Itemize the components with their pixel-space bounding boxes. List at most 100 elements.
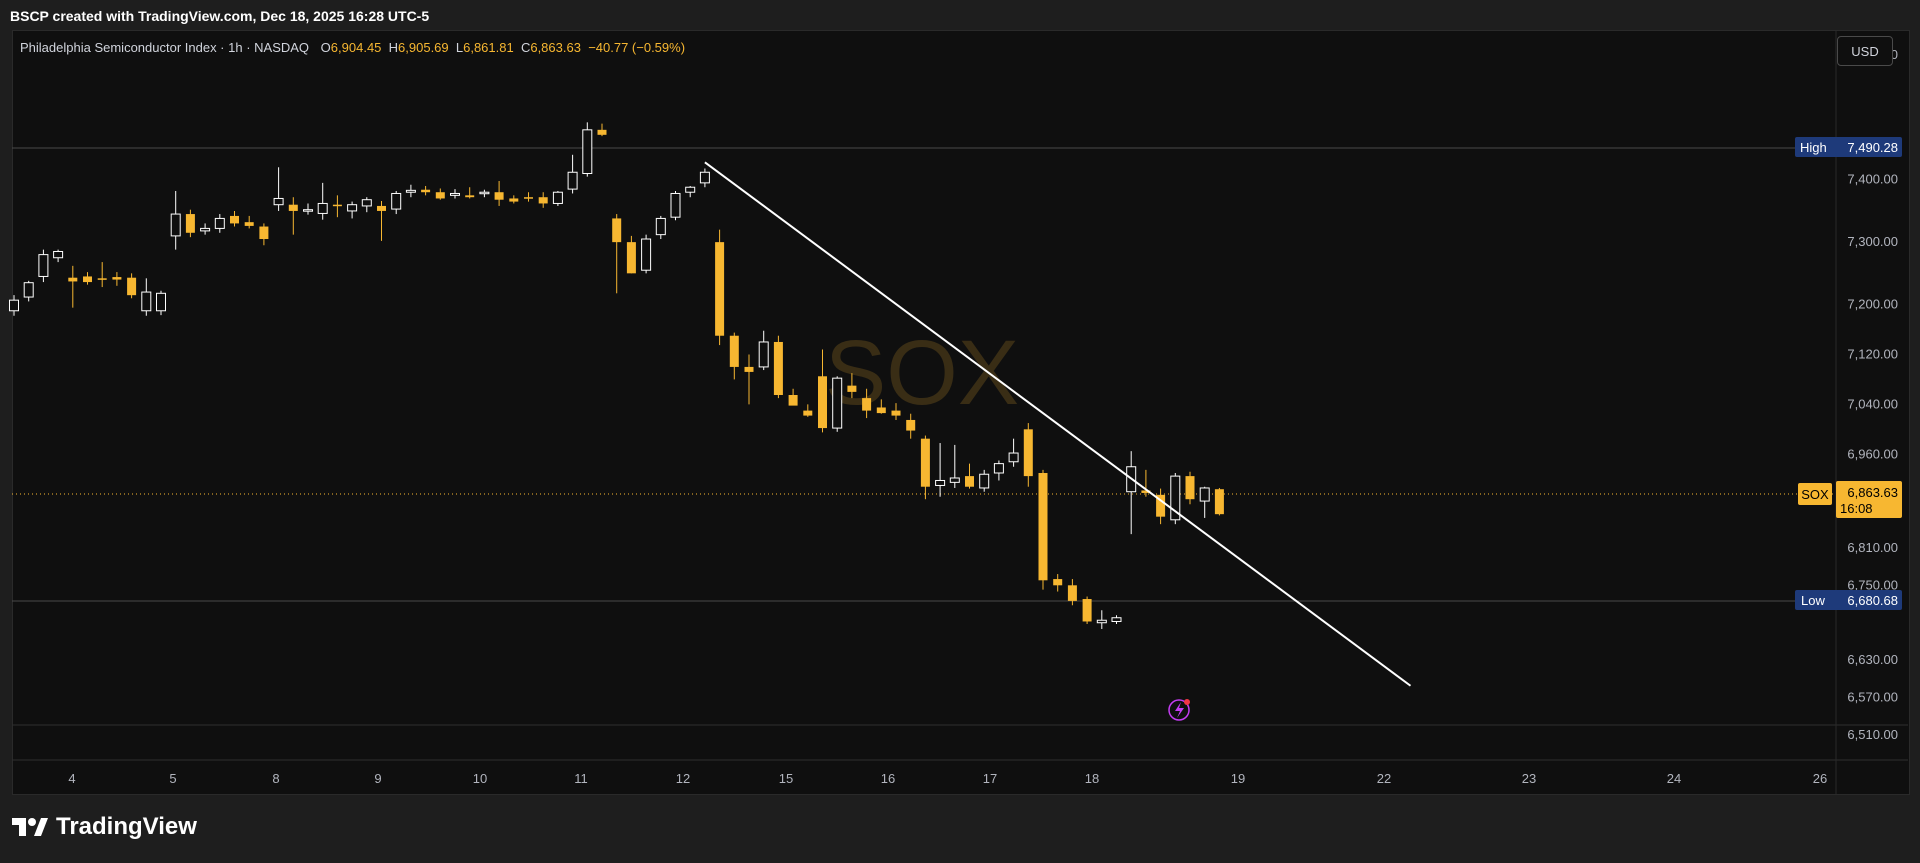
candle[interactable] — [1008, 438, 1019, 467]
candle[interactable] — [450, 189, 460, 199]
candle-body — [465, 195, 475, 198]
candle-body — [288, 204, 298, 211]
candle[interactable] — [862, 388, 872, 419]
candle[interactable] — [53, 249, 64, 263]
candle[interactable] — [935, 443, 946, 497]
candle[interactable] — [993, 460, 1004, 481]
candle[interactable] — [127, 273, 137, 299]
candle[interactable] — [200, 223, 211, 235]
candle[interactable] — [1185, 471, 1195, 505]
candle[interactable] — [1156, 488, 1166, 525]
candle[interactable] — [788, 388, 798, 406]
candle[interactable] — [699, 168, 710, 188]
candle[interactable] — [23, 280, 34, 302]
candle[interactable] — [391, 190, 402, 215]
candle[interactable] — [1038, 469, 1048, 590]
candle[interactable] — [655, 215, 666, 240]
candle[interactable] — [524, 192, 533, 202]
candle[interactable] — [332, 195, 342, 218]
candle[interactable] — [729, 332, 739, 380]
candle[interactable] — [1199, 486, 1210, 518]
candle[interactable] — [818, 349, 827, 433]
candle[interactable] — [288, 197, 298, 235]
candle[interactable] — [1126, 451, 1137, 535]
candle[interactable] — [847, 373, 857, 399]
candle[interactable] — [38, 249, 49, 283]
candle[interactable] — [479, 189, 490, 198]
candle[interactable] — [876, 399, 886, 414]
candle[interactable] — [1082, 596, 1092, 624]
lightning-icon[interactable] — [1168, 699, 1190, 721]
candle[interactable] — [612, 214, 622, 294]
trendline[interactable] — [704, 161, 1412, 687]
candle[interactable] — [317, 182, 328, 220]
candle[interactable] — [273, 167, 284, 211]
candle[interactable] — [68, 265, 78, 308]
candle[interactable] — [494, 180, 504, 206]
candle[interactable] — [626, 235, 636, 274]
candle-body — [626, 242, 636, 274]
candle[interactable] — [891, 403, 901, 420]
candle[interactable] — [421, 185, 431, 196]
candle[interactable] — [112, 272, 122, 286]
candle[interactable] — [259, 223, 269, 246]
candle[interactable] — [83, 272, 92, 285]
candle[interactable] — [715, 229, 725, 346]
candle[interactable] — [965, 463, 974, 489]
candle[interactable] — [1023, 423, 1033, 487]
time-axis-label: 18 — [1085, 771, 1099, 786]
symbol-legend[interactable]: Philadelphia Semiconductor Index · 1h · … — [20, 40, 685, 55]
candle[interactable] — [685, 185, 696, 198]
candle[interactable] — [832, 376, 843, 432]
low-value-legend: 6,861.81 — [463, 40, 514, 55]
candle[interactable] — [509, 195, 519, 204]
candle[interactable] — [949, 444, 960, 488]
candle[interactable] — [347, 201, 358, 219]
candle[interactable] — [552, 190, 563, 206]
candle[interactable] — [641, 234, 652, 274]
candle[interactable] — [170, 190, 181, 250]
candle[interactable] — [567, 154, 578, 194]
candle[interactable] — [1111, 615, 1122, 624]
candle[interactable] — [1067, 579, 1077, 606]
candle[interactable] — [465, 187, 475, 199]
ohlc-values: O6,904.45 H6,905.69 L6,861.81 C6,863.63 … — [321, 40, 685, 55]
candle[interactable] — [1096, 610, 1107, 629]
tradingview-logo[interactable]: TradingView — [12, 813, 197, 841]
candle[interactable] — [670, 190, 681, 221]
candle[interactable] — [538, 192, 548, 208]
candle[interactable] — [9, 295, 19, 316]
candle[interactable] — [141, 278, 152, 316]
candle[interactable] — [230, 210, 239, 227]
candle[interactable] — [979, 469, 990, 492]
currency-button[interactable]: USD — [1837, 36, 1893, 66]
candle[interactable] — [156, 290, 166, 316]
candle[interactable] — [744, 354, 754, 405]
candle[interactable] — [1053, 574, 1063, 592]
candle[interactable] — [97, 262, 107, 288]
chart-frame[interactable] — [12, 30, 1910, 795]
candle-body — [612, 218, 622, 243]
candle-body — [303, 209, 313, 212]
candle[interactable] — [405, 184, 416, 198]
time-axis: 4 5 8 9 10 11 12 15 16 17 18 19 22 23 24 26 — [68, 771, 1827, 786]
candle[interactable] — [920, 435, 930, 500]
candle[interactable] — [303, 203, 313, 215]
candle[interactable] — [803, 404, 813, 417]
candle[interactable] — [597, 123, 607, 137]
candle[interactable] — [906, 413, 916, 439]
candle[interactable] — [1170, 472, 1181, 525]
candle[interactable] — [435, 188, 445, 200]
candle[interactable] — [185, 209, 195, 238]
candle[interactable] — [244, 215, 254, 229]
symbol-description[interactable]: Philadelphia Semiconductor Index · 1h · … — [20, 40, 310, 55]
candle[interactable] — [361, 197, 372, 213]
candle[interactable] — [773, 335, 783, 399]
candle[interactable] — [377, 200, 386, 241]
candle[interactable] — [214, 214, 225, 233]
candle[interactable] — [758, 330, 769, 371]
candle[interactable] — [1141, 469, 1151, 497]
candle[interactable] — [1214, 487, 1224, 516]
candle[interactable] — [582, 122, 593, 177]
